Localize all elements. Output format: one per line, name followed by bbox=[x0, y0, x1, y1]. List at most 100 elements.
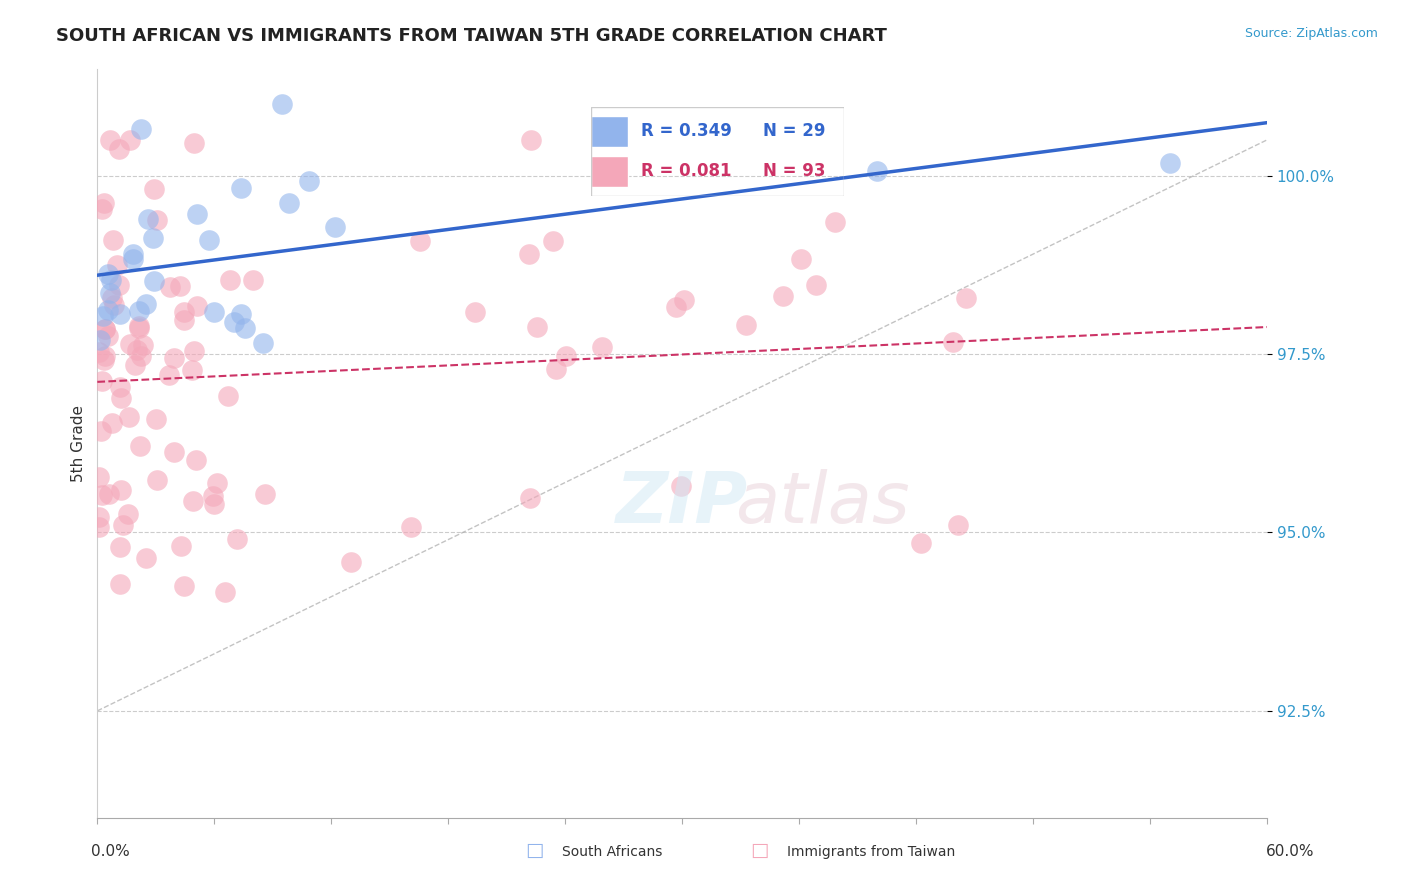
Y-axis label: 5th Grade: 5th Grade bbox=[72, 405, 86, 482]
Point bbox=[117, 507, 139, 521]
Point bbox=[546, 361, 568, 376]
Point bbox=[101, 234, 124, 248]
Point bbox=[145, 473, 167, 487]
Point bbox=[163, 445, 186, 459]
Text: R = 0.081: R = 0.081 bbox=[641, 162, 731, 180]
Text: N = 29: N = 29 bbox=[762, 122, 825, 140]
Point bbox=[186, 299, 208, 313]
Point bbox=[672, 293, 695, 308]
Point bbox=[97, 267, 120, 281]
Point bbox=[942, 335, 965, 350]
Point bbox=[112, 518, 135, 533]
Point bbox=[173, 305, 195, 319]
Point bbox=[128, 304, 150, 318]
Point bbox=[136, 212, 159, 227]
Point bbox=[183, 136, 205, 151]
Point bbox=[143, 182, 166, 196]
Point bbox=[89, 520, 111, 534]
Point bbox=[665, 300, 688, 314]
Point bbox=[252, 335, 274, 350]
Point bbox=[202, 497, 225, 511]
Point bbox=[110, 392, 132, 406]
Point bbox=[225, 532, 247, 546]
Point bbox=[143, 275, 166, 289]
Point bbox=[173, 579, 195, 593]
Point bbox=[118, 133, 141, 147]
Point bbox=[105, 258, 128, 272]
Point bbox=[253, 486, 276, 500]
Point bbox=[108, 277, 131, 292]
Text: 0.0%: 0.0% bbox=[91, 845, 131, 859]
Text: SOUTH AFRICAN VS IMMIGRANTS FROM TAIWAN 5TH GRADE CORRELATION CHART: SOUTH AFRICAN VS IMMIGRANTS FROM TAIWAN … bbox=[56, 27, 887, 45]
Point bbox=[910, 535, 932, 549]
Point bbox=[271, 97, 294, 112]
Point bbox=[824, 215, 846, 229]
Point bbox=[201, 490, 224, 504]
Point bbox=[554, 349, 576, 363]
Point bbox=[135, 297, 157, 311]
Point bbox=[772, 289, 794, 303]
Point bbox=[129, 439, 152, 453]
Point bbox=[93, 195, 115, 210]
Point bbox=[591, 340, 613, 354]
Point bbox=[110, 307, 132, 321]
Point bbox=[173, 313, 195, 327]
Point bbox=[222, 315, 245, 329]
Point bbox=[89, 509, 111, 524]
Point bbox=[218, 272, 240, 286]
Point bbox=[89, 345, 111, 359]
Point bbox=[97, 303, 120, 318]
Text: South Africans: South Africans bbox=[562, 846, 662, 859]
Point bbox=[946, 517, 969, 532]
Point bbox=[108, 576, 131, 591]
Point bbox=[401, 520, 423, 534]
Point bbox=[103, 298, 125, 312]
Point bbox=[340, 555, 363, 569]
Point bbox=[101, 291, 124, 305]
Point bbox=[94, 349, 117, 363]
Point bbox=[1159, 156, 1181, 170]
Point bbox=[131, 337, 153, 351]
Point bbox=[520, 133, 543, 147]
Point bbox=[409, 234, 432, 248]
Point bbox=[145, 213, 167, 227]
Point bbox=[181, 362, 204, 376]
Point bbox=[110, 540, 132, 554]
Point bbox=[183, 344, 205, 359]
Point bbox=[108, 380, 131, 394]
Text: Immigrants from Taiwan: Immigrants from Taiwan bbox=[787, 846, 956, 859]
Text: 60.0%: 60.0% bbox=[1267, 845, 1315, 859]
Point bbox=[866, 163, 889, 178]
Point bbox=[298, 174, 321, 188]
Point bbox=[541, 234, 564, 248]
Point bbox=[118, 337, 141, 351]
Point bbox=[159, 280, 181, 294]
Point bbox=[463, 305, 485, 319]
Point bbox=[278, 196, 301, 211]
Point bbox=[90, 202, 112, 217]
Point bbox=[202, 304, 225, 318]
Point bbox=[170, 539, 193, 553]
Point bbox=[98, 286, 121, 301]
Point bbox=[122, 252, 145, 267]
Point bbox=[129, 349, 152, 363]
Point bbox=[129, 121, 152, 136]
FancyBboxPatch shape bbox=[591, 156, 628, 187]
Point bbox=[97, 329, 120, 343]
Point bbox=[128, 320, 150, 334]
Point bbox=[124, 358, 146, 372]
Point bbox=[163, 351, 186, 366]
Point bbox=[98, 133, 121, 147]
Point bbox=[108, 142, 131, 156]
Point bbox=[93, 321, 115, 335]
Point bbox=[122, 246, 145, 260]
Point bbox=[804, 277, 827, 292]
Text: N = 93: N = 93 bbox=[762, 162, 825, 180]
Point bbox=[142, 231, 165, 245]
Point bbox=[229, 181, 252, 195]
Point bbox=[145, 412, 167, 426]
Point bbox=[207, 475, 229, 490]
Point bbox=[231, 307, 253, 321]
Point bbox=[186, 452, 208, 467]
Point bbox=[517, 247, 540, 261]
